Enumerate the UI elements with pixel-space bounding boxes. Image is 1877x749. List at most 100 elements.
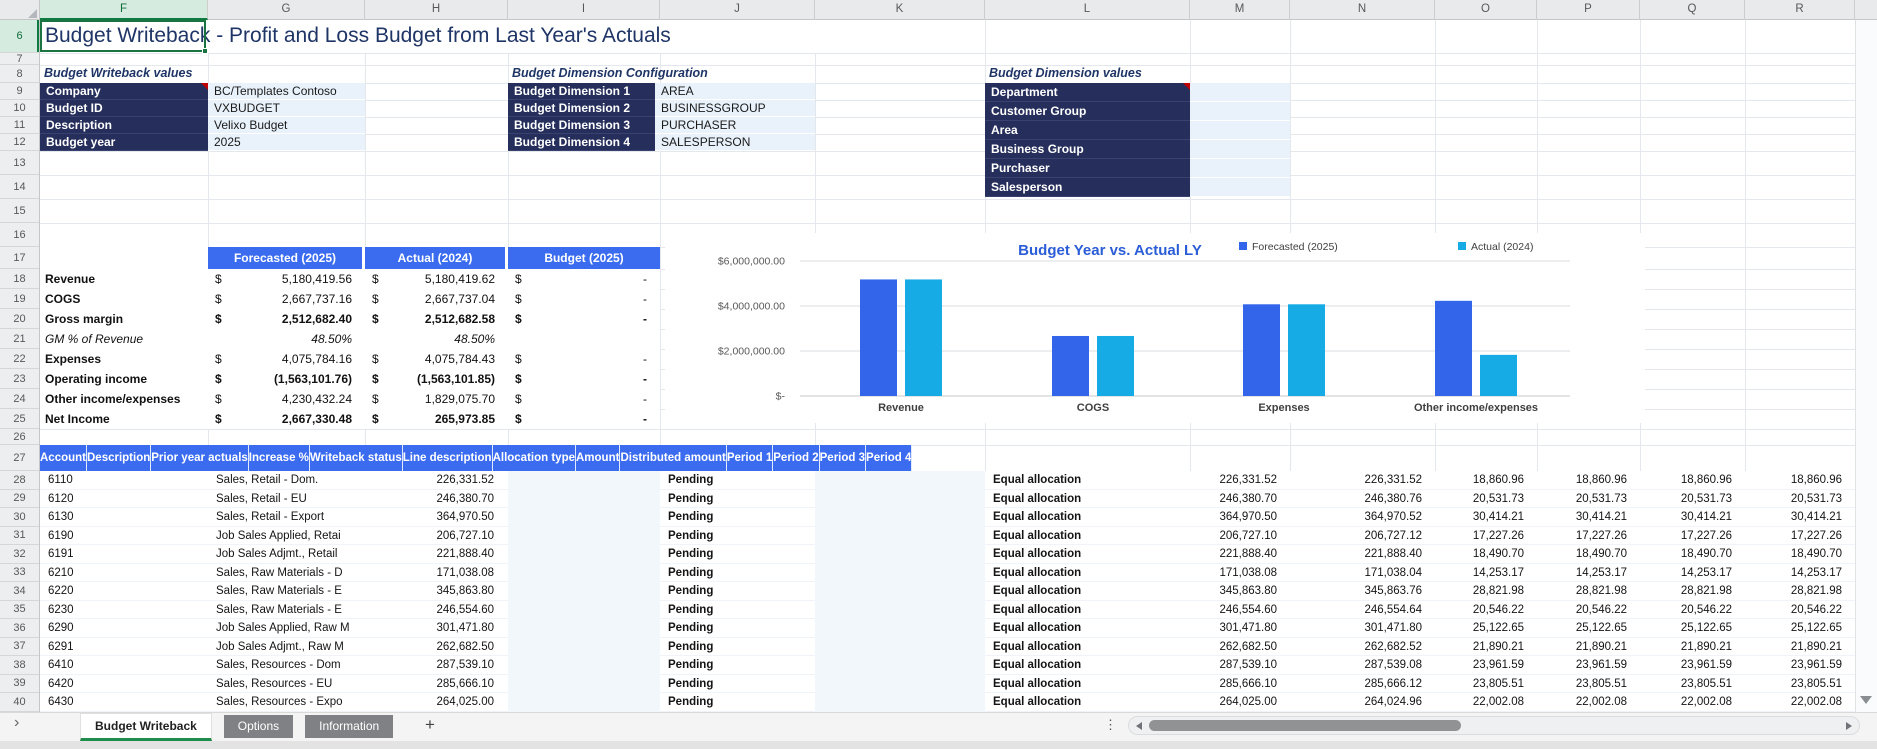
row-header[interactable]: 35: [0, 601, 39, 619]
form-label-cell[interactable]: Company: [40, 83, 208, 100]
form-label-cell[interactable]: Budget Dimension 3: [508, 117, 655, 134]
row-header[interactable]: 17: [0, 247, 39, 269]
scroll-left-icon[interactable]: [1136, 721, 1142, 730]
table-row[interactable]: 6410 Sales, Resources - Dom 287,539.10 P…: [40, 656, 1855, 675]
form-label-cell[interactable]: Department: [985, 83, 1190, 102]
pnl-row[interactable]: Operating income $ (1,563,101.76) $ (1,563…: [45, 372, 647, 386]
row-header[interactable]: 27: [0, 445, 39, 471]
sheet-tab[interactable]: Options: [223, 715, 294, 738]
table-header-cell[interactable]: Period 1: [727, 445, 774, 471]
row-header[interactable]: 14: [0, 175, 39, 199]
row-header[interactable]: 12: [0, 134, 39, 151]
form-value-cell[interactable]: [1190, 140, 1290, 159]
pnl-row[interactable]: Gross margin $2,512,682.40 $2,512,682.58…: [45, 312, 647, 326]
table-header-cell[interactable]: Amount: [576, 445, 621, 471]
row-header[interactable]: 6: [0, 20, 39, 53]
column-header[interactable]: G: [208, 0, 365, 20]
column-header[interactable]: I: [508, 0, 660, 20]
row-header[interactable]: 8: [0, 65, 39, 83]
row-header[interactable]: 20: [0, 309, 39, 329]
add-sheet-button[interactable]: +: [425, 715, 435, 734]
form-value-cell[interactable]: VXBUDGET: [208, 100, 365, 117]
column-header[interactable]: O: [1435, 0, 1537, 20]
row-header[interactable]: 26: [0, 429, 39, 445]
row-header[interactable]: 37: [0, 638, 39, 656]
title-cell[interactable]: [40, 20, 985, 53]
table-header-cell[interactable]: Period 2: [773, 445, 820, 471]
form-value-cell[interactable]: BUSINESSGROUP: [655, 100, 815, 117]
pnl-row[interactable]: Other income/expenses $4,230,432.24 $1,8…: [45, 392, 647, 406]
row-header[interactable]: 32: [0, 545, 39, 564]
column-header[interactable]: R: [1745, 0, 1855, 20]
fill-handle[interactable]: [202, 48, 208, 54]
form-value-cell[interactable]: BC/Templates Contoso: [208, 83, 365, 100]
scroll-down-icon[interactable]: [1860, 696, 1872, 704]
row-header[interactable]: 19: [0, 289, 39, 309]
form-value-cell[interactable]: Velixo Budget: [208, 117, 365, 134]
table-row[interactable]: 6210 Sales, Raw Materials - D 171,038.08…: [40, 563, 1855, 582]
form-label-cell[interactable]: Budget year: [40, 134, 208, 151]
overflow-dots-icon[interactable]: ⋮: [1104, 717, 1117, 732]
row-header[interactable]: 10: [0, 100, 39, 117]
row-header[interactable]: 22: [0, 349, 39, 369]
table-row[interactable]: 6220 Sales, Raw Materials - E 345,863.80…: [40, 582, 1855, 601]
pnl-row[interactable]: Expenses $4,075,784.16 $4,075,784.43 $ -: [45, 352, 647, 366]
form-label-cell[interactable]: Customer Group: [985, 102, 1190, 121]
table-header-cell[interactable]: Increase %: [249, 445, 310, 471]
sheet-nav-icon[interactable]: ›: [14, 714, 20, 731]
row-header[interactable]: 25: [0, 409, 39, 429]
form-value-cell[interactable]: [1190, 121, 1290, 140]
row-header[interactable]: 34: [0, 582, 39, 601]
form-value-cell[interactable]: 2025: [208, 134, 365, 151]
table-row[interactable]: 6110 Sales, Retail - Dom. 226,331.52 Pen…: [40, 471, 1855, 490]
table-row[interactable]: 6291 Job Sales Adjmt., Raw M 262,682.50 …: [40, 637, 1855, 656]
row-header[interactable]: 38: [0, 656, 39, 675]
column-header[interactable]: J: [660, 0, 815, 20]
form-label-cell[interactable]: Area: [985, 121, 1190, 140]
column-header[interactable]: K: [815, 0, 985, 20]
row-header[interactable]: 39: [0, 675, 39, 693]
row-header[interactable]: 15: [0, 199, 39, 223]
table-header-cell[interactable]: Period 4: [866, 445, 913, 471]
column-header[interactable]: P: [1537, 0, 1640, 20]
pnl-row[interactable]: Revenue $5,180,419.56 $5,180,419.62 $ -: [45, 272, 647, 286]
sheet-tab[interactable]: Information: [305, 715, 394, 738]
form-label-cell[interactable]: Business Group: [985, 140, 1190, 159]
row-header[interactable]: 21: [0, 329, 39, 349]
row-header[interactable]: 13: [0, 151, 39, 175]
form-label-cell[interactable]: Budget Dimension 2: [508, 100, 655, 117]
table-row[interactable]: 6290 Job Sales Applied, Raw M 301,471.80…: [40, 619, 1855, 638]
form-value-cell[interactable]: [1190, 102, 1290, 121]
form-label-cell[interactable]: Budget Dimension 1: [508, 83, 655, 100]
chart-object[interactable]: $- $2,000,000.00 $4,000,000.00 $6,000,000.0…: [665, 233, 1645, 423]
column-header[interactable]: L: [985, 0, 1190, 20]
row-header[interactable]: 7: [0, 53, 39, 65]
table-row[interactable]: 6120 Sales, Retail - EU 246,380.70 Pendi…: [40, 489, 1855, 508]
column-header[interactable]: F: [40, 0, 208, 20]
table-header-cell[interactable]: Account: [40, 445, 87, 471]
table-header-cell[interactable]: Description: [87, 445, 152, 471]
form-value-cell[interactable]: AREA: [655, 83, 815, 100]
pnl-row[interactable]: Net Income $2,667,330.48 $265,973.85 $ -: [45, 412, 647, 426]
column-header[interactable]: N: [1290, 0, 1435, 20]
pnl-header-cell[interactable]: Actual (2024): [365, 247, 508, 269]
table-header-cell[interactable]: Allocation type: [493, 445, 576, 471]
row-header[interactable]: 30: [0, 508, 39, 527]
form-value-cell[interactable]: [1190, 83, 1290, 102]
row-header[interactable]: 29: [0, 490, 39, 508]
table-header-cell[interactable]: Distributed amount: [620, 445, 727, 471]
table-header-cell[interactable]: Writeback status: [310, 445, 403, 471]
pnl-row[interactable]: COGS $2,667,737.16 $2,667,737.04 $ -: [45, 292, 647, 306]
form-value-cell[interactable]: [1190, 178, 1290, 197]
table-header-cell[interactable]: Prior year actuals: [151, 445, 249, 471]
form-value-cell[interactable]: [1190, 159, 1290, 178]
table-row[interactable]: 6190 Job Sales Applied, Retai 206,727.10…: [40, 526, 1855, 545]
row-header[interactable]: 33: [0, 564, 39, 582]
scroll-right-icon[interactable]: [1846, 721, 1852, 730]
horizontal-scrollbar-thumb[interactable]: [1149, 720, 1461, 731]
table-row[interactable]: 6430 Sales, Resources - Expo 264,025.00 …: [40, 693, 1855, 712]
row-header[interactable]: 24: [0, 389, 39, 409]
column-header[interactable]: H: [365, 0, 508, 20]
form-label-cell[interactable]: Purchaser: [985, 159, 1190, 178]
row-header[interactable]: 11: [0, 117, 39, 134]
